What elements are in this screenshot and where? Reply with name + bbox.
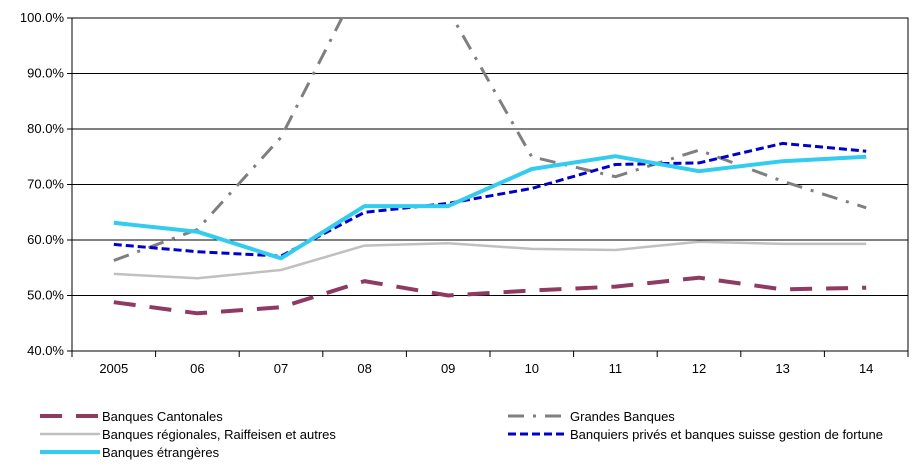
gridlines: [72, 18, 908, 296]
x-tick-labels: 2005 06 07 08 09 10 11 12 13 14: [99, 361, 873, 376]
x-tick-label: 09: [441, 361, 455, 376]
series-line-2: [114, 242, 866, 279]
y-tick-label: 100.0%: [20, 10, 65, 25]
y-tick-label: 90.0%: [27, 66, 64, 81]
y-tick-label: 50.0%: [27, 288, 64, 303]
y-tick-labels: 40.0% 50.0% 60.0% 70.0% 80.0% 90.0% 100.0%: [20, 10, 65, 358]
series-line-1: [114, 0, 866, 260]
x-tick-label: 08: [357, 361, 371, 376]
y-tick-label: 70.0%: [27, 177, 64, 192]
x-tick-label: 07: [274, 361, 288, 376]
legend-label: Banquiers privés et banques suisse gesti…: [570, 427, 883, 442]
legend-label: Banques Cantonales: [102, 409, 223, 424]
x-tick-label: 10: [525, 361, 539, 376]
x-tick-label: 06: [190, 361, 204, 376]
series-lines: [114, 0, 867, 313]
x-tick-label: 2005: [99, 361, 128, 376]
legend-label: Banques étrangères: [102, 445, 220, 460]
y-tick-label: 60.0%: [27, 232, 64, 247]
legend-item: Banques étrangères: [40, 445, 220, 460]
legend-item: Banques régionales, Raiffeisen et autres: [40, 427, 336, 442]
y-tick-label: 80.0%: [27, 121, 64, 136]
y-tick-label: 40.0%: [27, 343, 64, 358]
legend-item: Grandes Banques: [508, 409, 675, 424]
legend-item: Banquiers privés et banques suisse gesti…: [508, 427, 883, 442]
x-tick-label: 12: [692, 361, 706, 376]
x-tick-label: 14: [859, 361, 873, 376]
x-tick-label: 13: [775, 361, 789, 376]
legend-label: Banques régionales, Raiffeisen et autres: [102, 427, 336, 442]
legend-label: Grandes Banques: [570, 409, 675, 424]
legend: Banques Cantonales Grandes Banques Banques…: [40, 409, 883, 460]
x-tick-label: 11: [609, 361, 623, 376]
legend-item: Banques Cantonales: [40, 409, 223, 424]
